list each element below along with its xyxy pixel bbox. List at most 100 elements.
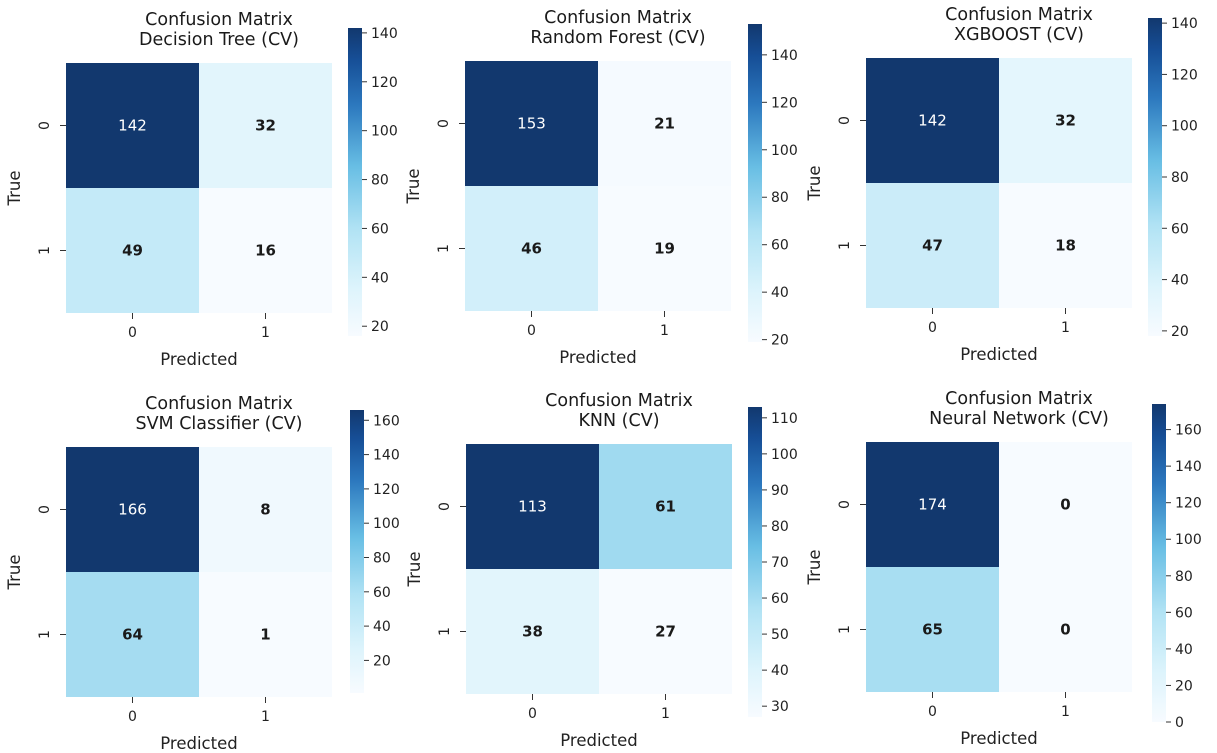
heatmap-cell-0-1	[199, 63, 332, 188]
cell-label-0-1: 21	[654, 115, 675, 133]
colorbar-tick-label-5: 80	[771, 519, 789, 535]
heatmap-cell-0-0	[66, 63, 199, 188]
y-tick-label-0: 0	[437, 502, 453, 511]
colorbar-tick-label-2: 40	[1175, 642, 1193, 658]
heatmap-cell-1-1	[599, 569, 732, 694]
x-axis-label: Predicted	[560, 731, 637, 750]
cell-label-0-0: 142	[918, 112, 947, 130]
colorbar	[1152, 404, 1166, 722]
colorbar-tick-label-4: 100	[371, 124, 398, 140]
colorbar-tick-label-1: 40	[371, 270, 389, 286]
heatmap-cell-1-0	[466, 569, 599, 694]
colorbar	[748, 24, 762, 342]
heatmap-cell-0-0	[866, 442, 999, 567]
colorbar-tick-label-6: 140	[771, 48, 798, 64]
chart-title: Confusion Matrix	[945, 389, 1093, 409]
y-tick-label-0: 0	[837, 116, 853, 125]
x-axis-label: Predicted	[559, 348, 636, 367]
colorbar-tick-label-1: 40	[1171, 273, 1189, 289]
colorbar-tick-label-8: 160	[1175, 423, 1202, 439]
heatmap-cell-1-0	[66, 188, 199, 313]
heatmap-cell-1-1	[999, 567, 1132, 692]
colorbar-tick-label-0: 20	[371, 319, 389, 335]
cell-label-1-1: 0	[1060, 621, 1070, 639]
y-tick-label-0: 0	[37, 505, 53, 514]
chart-title: Confusion Matrix	[945, 5, 1093, 25]
colorbar-tick-label-0: 30	[771, 699, 789, 715]
cell-label-0-1: 32	[255, 117, 276, 135]
cell-label-1-0: 49	[122, 242, 143, 260]
chart-title: Confusion Matrix	[145, 10, 293, 30]
cell-label-1-1: 27	[655, 623, 676, 641]
heatmap-cell-1-0	[866, 567, 999, 692]
y-tick-label-1: 1	[837, 625, 853, 634]
colorbar-tick-label-6: 140	[373, 448, 400, 464]
x-tick-label-1: 1	[261, 325, 270, 341]
colorbar-tick-label-3: 80	[373, 551, 391, 567]
cell-label-0-0: 142	[118, 117, 147, 135]
cell-label-1-0: 47	[922, 237, 943, 255]
colorbar	[1148, 18, 1162, 336]
heatmap-cell-0-1	[199, 447, 332, 572]
chart-subtitle: XGBOOST (CV)	[954, 25, 1084, 45]
y-axis-label: True	[805, 549, 824, 585]
colorbar-tick-label-1: 20	[1175, 678, 1193, 694]
chart-subtitle: Neural Network (CV)	[929, 409, 1109, 429]
x-tick-label-1: 1	[261, 709, 270, 725]
x-axis-label: Predicted	[960, 345, 1037, 364]
colorbar-tick-label-7: 140	[1175, 459, 1202, 475]
cell-label-1-1: 18	[1055, 237, 1076, 255]
colorbar-tick-label-3: 60	[771, 591, 789, 607]
x-tick-label-1: 1	[661, 706, 670, 722]
colorbar-tick-label-6: 120	[1175, 496, 1202, 512]
x-tick-label-0: 0	[928, 320, 937, 336]
x-tick-label-0: 0	[928, 704, 937, 720]
heatmap-cell-0-0	[466, 444, 599, 569]
heatmap-cell-1-1	[999, 183, 1132, 308]
colorbar	[348, 28, 362, 336]
colorbar-tick-label-1: 40	[771, 285, 789, 301]
colorbar-tick-label-2: 60	[1171, 221, 1189, 237]
y-axis-label: True	[405, 551, 424, 587]
cell-label-1-0: 64	[122, 626, 143, 644]
chart-title: Confusion Matrix	[545, 391, 693, 411]
colorbar-tick-label-3: 80	[1171, 170, 1189, 186]
colorbar-tick-label-5: 120	[373, 482, 400, 498]
cell-label-0-0: 174	[918, 496, 947, 514]
colorbar-tick-label-4: 100	[373, 516, 400, 532]
cell-label-1-1: 1	[260, 626, 270, 644]
colorbar-tick-label-5: 120	[371, 75, 398, 91]
x-tick-label-0: 0	[128, 709, 137, 725]
colorbar-tick-label-5: 100	[1175, 532, 1202, 548]
y-axis-label: True	[5, 554, 24, 590]
x-tick-label-0: 0	[527, 323, 536, 339]
x-tick-label-1: 1	[1061, 320, 1070, 336]
x-tick-label-0: 0	[128, 325, 137, 341]
y-tick-label-1: 1	[37, 246, 53, 255]
y-tick-label-1: 1	[437, 627, 453, 636]
colorbar-tick-label-7: 100	[771, 447, 798, 463]
y-tick-label-1: 1	[37, 630, 53, 639]
heatmap-cell-1-0	[465, 186, 598, 311]
y-tick-label-0: 0	[37, 121, 53, 130]
colorbar-tick-label-3: 60	[1175, 605, 1193, 621]
cell-label-0-0: 113	[518, 498, 547, 516]
heatmap-cell-0-1	[999, 442, 1132, 567]
colorbar	[748, 407, 762, 717]
colorbar-tick-label-1: 40	[373, 619, 391, 635]
colorbar-tick-label-1: 40	[771, 663, 789, 679]
y-tick-label-1: 1	[436, 244, 452, 253]
colorbar-tick-label-4: 70	[771, 555, 789, 571]
cell-label-0-1: 8	[260, 501, 270, 519]
colorbar-tick-label-6: 90	[771, 483, 789, 499]
colorbar-tick-label-3: 80	[371, 173, 389, 189]
heatmap-cell-1-0	[866, 183, 999, 308]
heatmap-cell-0-0	[866, 58, 999, 183]
colorbar-tick-label-4: 100	[1171, 119, 1198, 135]
colorbar-tick-label-0: 20	[771, 333, 789, 349]
colorbar-tick-label-0: 0	[1175, 715, 1184, 731]
